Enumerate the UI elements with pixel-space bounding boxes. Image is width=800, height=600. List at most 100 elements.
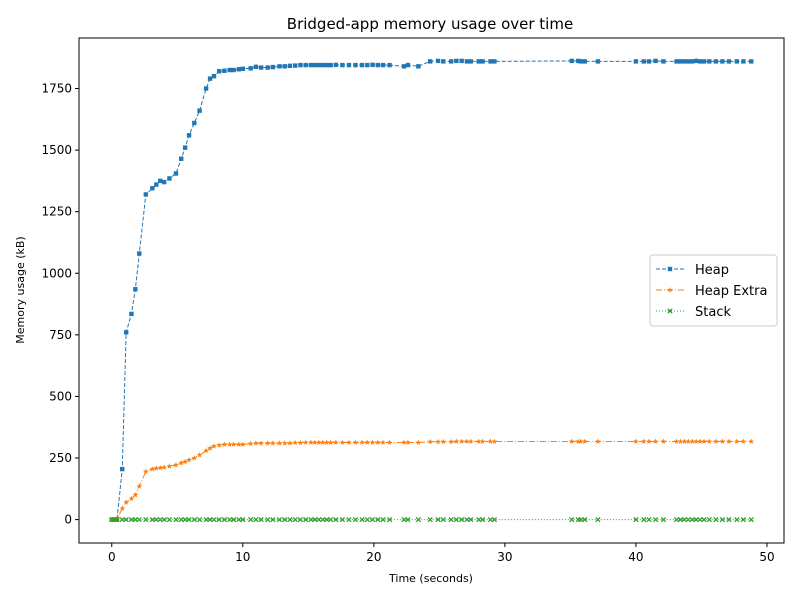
data-point-heap-extra — [713, 438, 719, 444]
data-point-stack — [182, 516, 188, 523]
data-point-heap-extra — [359, 439, 365, 445]
data-point-heap-extra — [733, 438, 740, 444]
x-tick-label: 0 — [108, 550, 116, 564]
data-point-heap-extra — [491, 438, 498, 444]
data-point-heap-extra — [191, 455, 198, 461]
data-point-heap — [133, 287, 138, 292]
data-point-stack — [582, 516, 588, 523]
data-point-heap-extra — [308, 439, 314, 445]
data-point-heap — [569, 58, 574, 64]
data-point-stack — [660, 516, 667, 523]
data-point-heap-extra — [374, 439, 381, 445]
data-point-stack — [320, 516, 326, 523]
x-tick-label: 30 — [497, 550, 512, 564]
data-point-stack — [440, 516, 446, 523]
data-point-heap — [253, 64, 259, 70]
data-point-heap — [346, 62, 352, 68]
data-point-stack — [346, 516, 352, 523]
data-point-stack — [401, 516, 407, 523]
data-point-stack — [673, 516, 680, 523]
data-point-heap — [387, 62, 392, 68]
data-point-stack — [677, 516, 684, 523]
data-point-heap-extra — [405, 439, 411, 445]
data-point-heap-extra — [119, 505, 126, 511]
data-point-heap — [258, 65, 264, 70]
data-point-stack — [270, 516, 276, 523]
data-point-heap-extra — [332, 439, 339, 445]
x-axis-label: Time (seconds) — [388, 572, 473, 585]
data-point-heap — [333, 62, 339, 68]
data-point-heap — [749, 59, 754, 64]
data-point-heap — [476, 59, 481, 64]
data-point-heap-extra — [689, 438, 696, 444]
data-point-stack — [415, 516, 422, 523]
legend: Heap Heap Extra Stack — [649, 254, 778, 327]
data-point-heap-extra — [464, 438, 470, 444]
data-point-heap-extra — [701, 438, 707, 444]
data-point-heap-extra — [319, 439, 326, 445]
data-point-stack — [196, 516, 203, 523]
data-point-stack — [240, 516, 246, 523]
data-point-heap-extra — [323, 439, 330, 445]
y-tick-label: 0 — [64, 513, 72, 527]
data-point-heap — [576, 58, 581, 64]
data-point-heap — [633, 59, 639, 64]
data-point-stack — [427, 516, 433, 523]
data-point-heap — [686, 59, 691, 64]
data-point-heap-extra — [239, 441, 246, 447]
data-point-heap — [270, 64, 276, 70]
data-point-heap — [674, 59, 679, 64]
data-point-heap — [211, 73, 217, 79]
data-point-heap — [240, 66, 246, 71]
data-point-stack — [369, 516, 376, 523]
data-point-stack — [258, 516, 264, 523]
y-tick-label: 500 — [49, 389, 72, 403]
data-point-stack — [364, 516, 370, 523]
data-point-heap — [595, 59, 601, 64]
data-point-stack — [119, 516, 125, 523]
data-point-heap-extra — [740, 438, 747, 444]
plot-area — [78, 37, 785, 544]
data-point-stack — [132, 516, 139, 523]
data-point-heap — [197, 108, 202, 113]
data-point-heap-extra — [719, 438, 726, 444]
data-point-heap — [143, 192, 149, 197]
data-point-heap-extra — [226, 441, 233, 447]
data-point-heap-extra — [203, 447, 209, 454]
legend-marker-heap — [667, 266, 673, 272]
data-point-heap-extra — [142, 468, 149, 474]
data-point-heap — [690, 59, 695, 64]
data-point-stack — [153, 516, 159, 523]
data-point-heap — [192, 120, 197, 126]
data-point-heap — [480, 59, 485, 64]
data-point-heap — [416, 64, 421, 69]
data-point-heap-extra — [448, 438, 455, 445]
y-tick-label: 1250 — [41, 205, 72, 219]
data-point-heap-extra — [221, 441, 228, 447]
data-point-heap-extra — [595, 438, 601, 444]
data-point-heap — [448, 59, 454, 64]
data-point-stack — [287, 516, 293, 523]
data-point-stack — [327, 516, 334, 523]
data-point-heap — [129, 311, 134, 317]
series-stack — [109, 516, 754, 523]
data-point-heap-extra — [230, 441, 237, 447]
data-point-heap — [236, 67, 242, 72]
data-point-heap — [653, 58, 658, 64]
data-point-stack — [458, 516, 465, 523]
data-point-stack — [312, 516, 318, 523]
data-point-heap — [287, 63, 293, 69]
data-point-heap — [182, 145, 188, 150]
data-point-stack — [595, 516, 601, 523]
data-point-heap-extra — [575, 438, 582, 444]
data-point-heap — [328, 62, 333, 68]
data-point-stack — [203, 516, 209, 523]
data-point-stack — [211, 516, 217, 523]
data-point-heap — [427, 59, 433, 64]
data-point-stack — [352, 516, 359, 523]
data-point-stack — [569, 516, 575, 523]
data-point-heap-extra — [173, 461, 179, 468]
chart-title: Bridged-app memory usage over time — [287, 15, 573, 33]
data-point-stack — [339, 516, 346, 523]
data-point-stack — [136, 516, 142, 523]
